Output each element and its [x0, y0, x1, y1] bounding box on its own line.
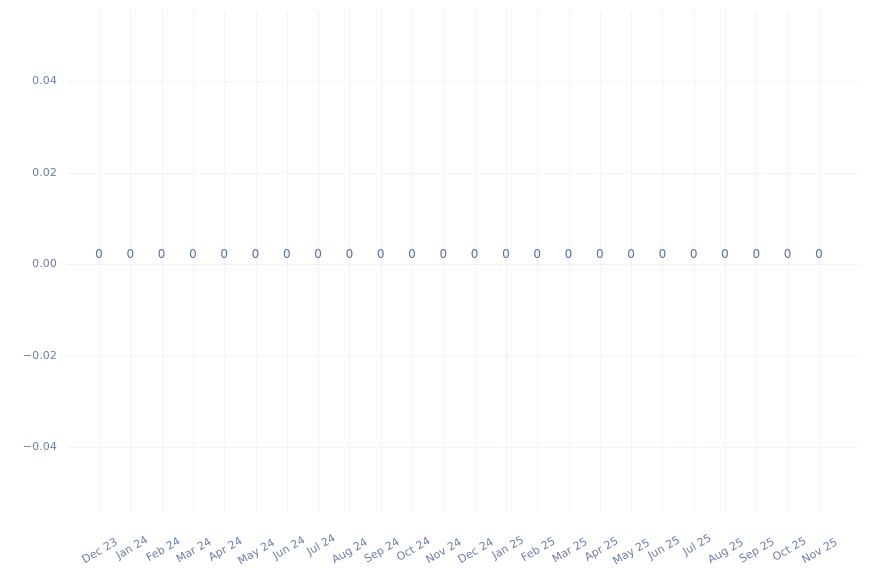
data-point-label: 0	[282, 247, 291, 261]
data-point-label: 0	[564, 247, 573, 261]
gridline-vertical	[224, 12, 226, 512]
data-point-label: 0	[376, 247, 385, 261]
gridline-vertical	[474, 12, 477, 512]
data-point-label: 0	[189, 247, 197, 261]
data-point-label: 0	[595, 247, 604, 261]
data-point-label: 0	[95, 247, 103, 261]
data-point-label: 0	[439, 247, 448, 261]
gridline-vertical	[756, 12, 758, 512]
data-point-label: 0	[251, 247, 260, 261]
data-point-label: 0	[220, 247, 229, 261]
gridline-vertical	[693, 12, 696, 512]
data-point-label: 0	[157, 247, 166, 261]
gridline-horizontal	[68, 81, 860, 83]
data-point-label: 0	[470, 247, 479, 261]
data-point-label: 0	[752, 247, 761, 261]
gridline-horizontal	[68, 264, 860, 266]
gridline-vertical	[412, 12, 414, 512]
gridline-vertical	[286, 12, 289, 512]
data-point-label: 0	[502, 247, 510, 261]
data-point-label: 0	[345, 247, 354, 261]
gridline-vertical	[537, 12, 539, 512]
data-point-label: 0	[408, 247, 416, 261]
gridline-vertical	[662, 12, 664, 512]
gridline-horizontal	[68, 355, 860, 358]
gridline-vertical	[443, 12, 445, 512]
gridline-horizontal	[68, 172, 860, 175]
gridline-vertical	[725, 12, 727, 512]
gridline-vertical	[568, 12, 571, 512]
y-axis-tick-label: 0.04	[32, 74, 57, 87]
gridline-vertical	[631, 12, 633, 512]
data-point-label: 0	[126, 247, 135, 261]
y-axis-tick-label: −0.02	[22, 348, 57, 362]
gridline-vertical	[318, 12, 320, 512]
y-axis-tick-label: 0.02	[32, 165, 57, 179]
gridline-vertical	[161, 12, 164, 512]
data-point-label: 0	[783, 247, 792, 261]
gridline-vertical	[192, 12, 195, 512]
data-point-label: 0	[721, 247, 729, 261]
gridline-horizontal	[68, 447, 860, 449]
data-point-label: 0	[314, 247, 322, 261]
gridline-vertical	[818, 12, 821, 512]
data-point-label: 0	[815, 247, 823, 261]
x-axis-tick-label: Nov 25	[799, 535, 840, 567]
data-point-label: 0	[533, 247, 542, 261]
data-point-label: 0	[627, 247, 635, 261]
gridline-vertical	[787, 12, 790, 512]
y-axis-tick-label: 0.00	[32, 257, 57, 270]
gridline-vertical	[255, 12, 258, 512]
gridline-vertical	[349, 12, 351, 512]
gridline-vertical	[130, 12, 132, 512]
data-point-label: 0	[689, 247, 698, 261]
gridline-vertical	[380, 12, 383, 512]
gridline-vertical	[505, 12, 508, 512]
gridline-vertical	[99, 12, 101, 512]
data-point-label: 0	[658, 247, 667, 261]
y-axis-tick-label: −0.04	[22, 440, 57, 453]
gridline-vertical	[599, 12, 602, 512]
